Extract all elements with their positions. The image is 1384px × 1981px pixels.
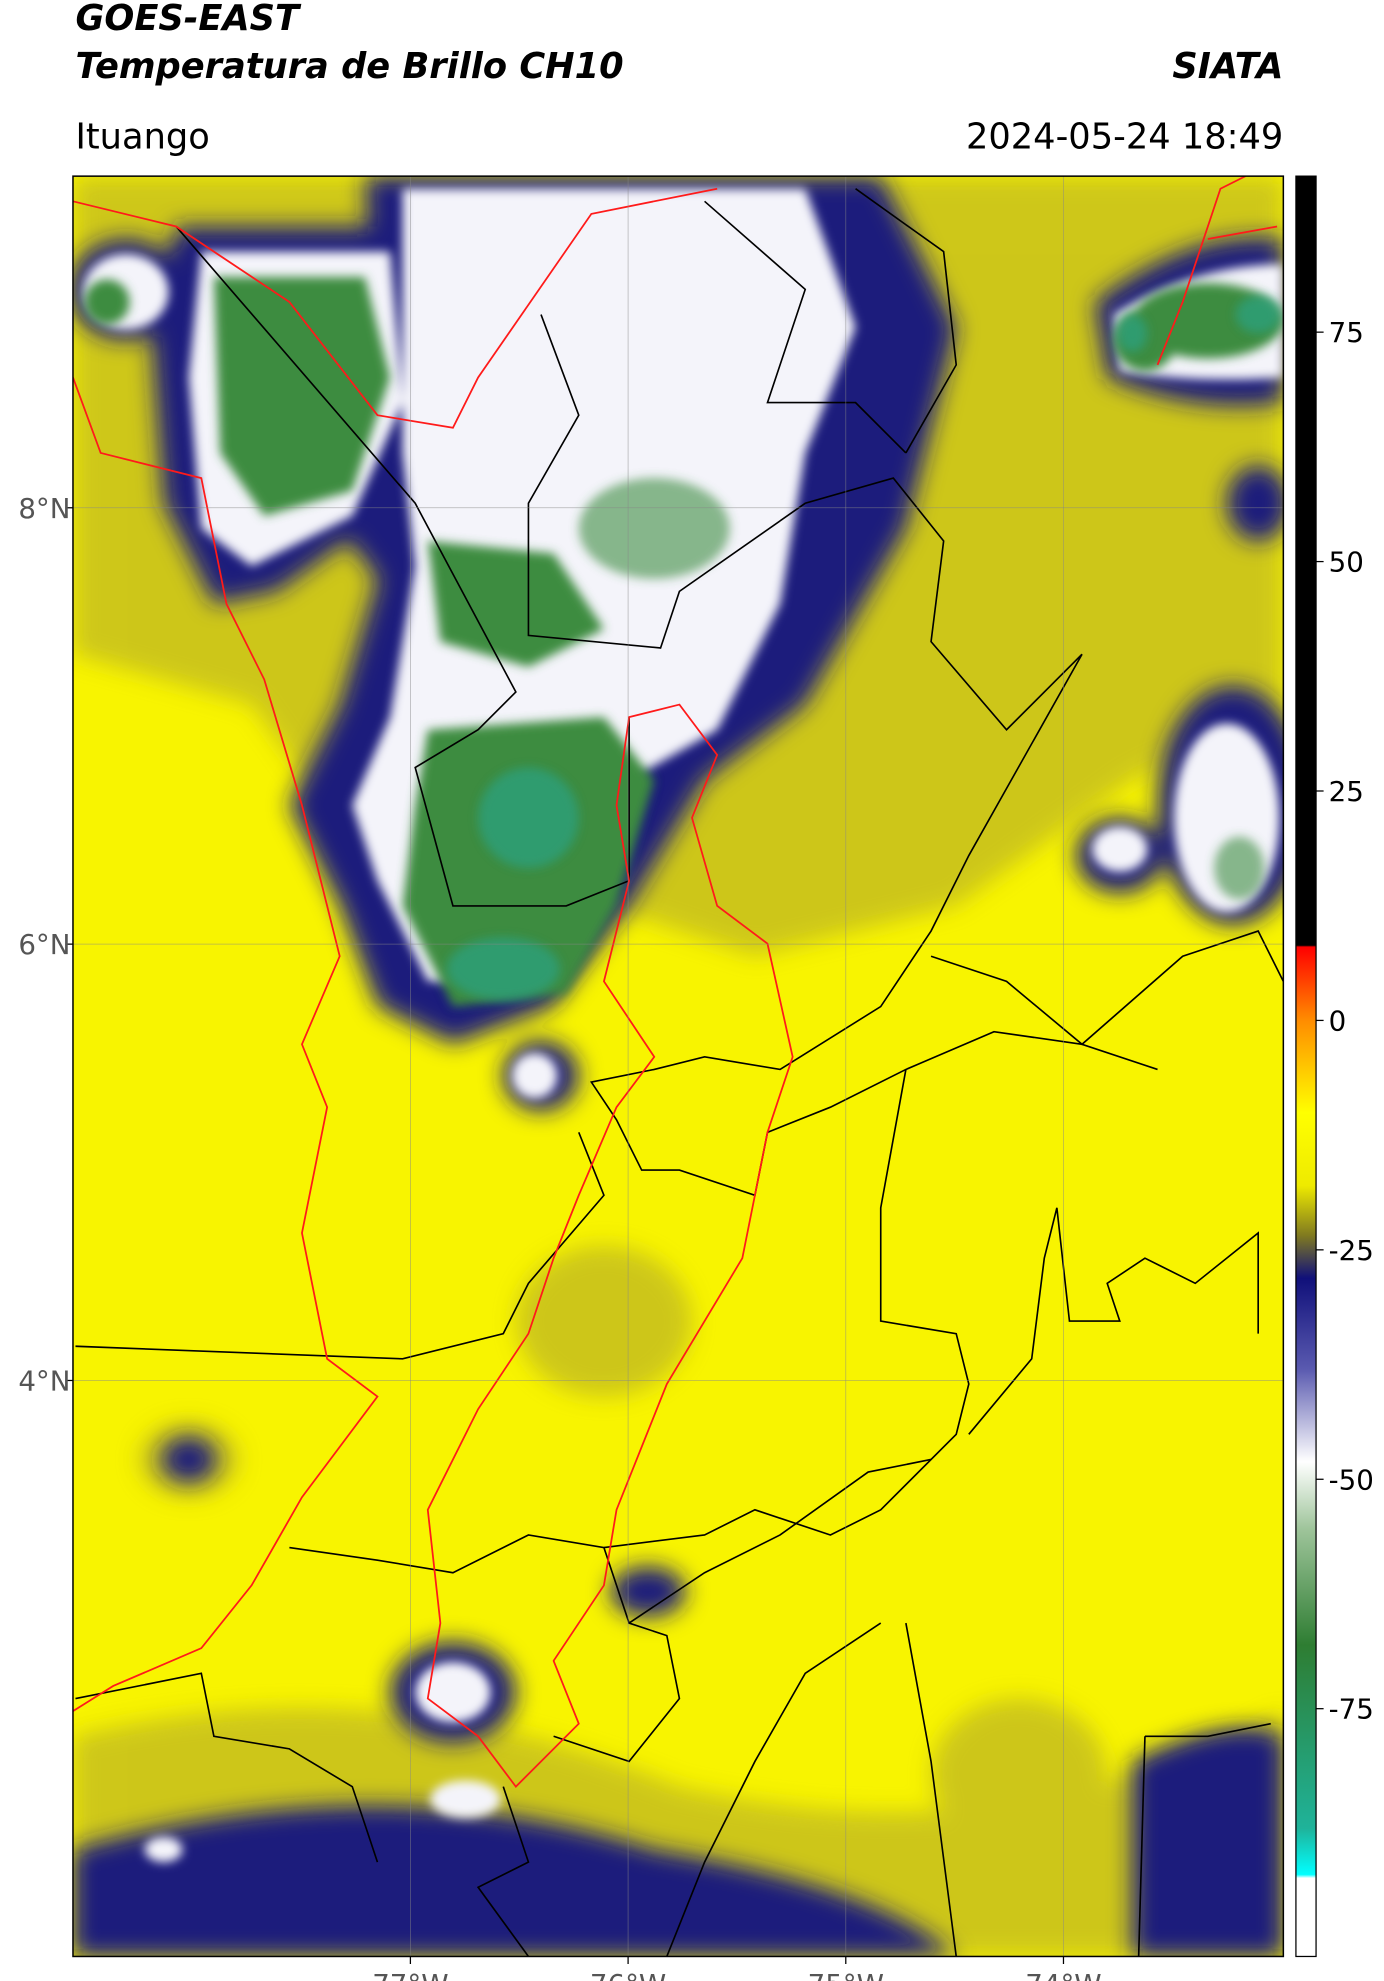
y-tick-label: 4°N <box>18 1365 70 1398</box>
y-tick-label: 8°N <box>18 492 70 525</box>
y-tick-label: 6°N <box>18 928 70 961</box>
colorbar-label: 75 <box>1329 316 1364 349</box>
colorbar-label: -50 <box>1329 1463 1374 1496</box>
product: Temperatura de Brillo CH10 <box>75 46 623 87</box>
colorbar-label: 25 <box>1329 775 1364 808</box>
datetime: 2024-05-24 18:49 <box>966 116 1283 157</box>
location: Ituango <box>75 116 209 157</box>
map-frame <box>72 175 1285 1958</box>
satellite-image <box>72 176 1284 1957</box>
x-tick-label: 76°W <box>590 1968 666 1981</box>
colorbar-label: -75 <box>1329 1693 1374 1726</box>
x-tick-label: 77°W <box>372 1968 448 1981</box>
satellite: GOES-EAST <box>75 0 302 39</box>
colorbar-label: 0 <box>1329 1004 1347 1037</box>
x-tick-label: 74°W <box>1025 1968 1101 1981</box>
brand: SIATA <box>1172 46 1283 87</box>
colorbar-label: 50 <box>1329 546 1364 579</box>
colorbar <box>1295 175 1317 1958</box>
x-tick-label: 75°W <box>808 1968 884 1981</box>
colorbar-label: -25 <box>1329 1234 1374 1267</box>
